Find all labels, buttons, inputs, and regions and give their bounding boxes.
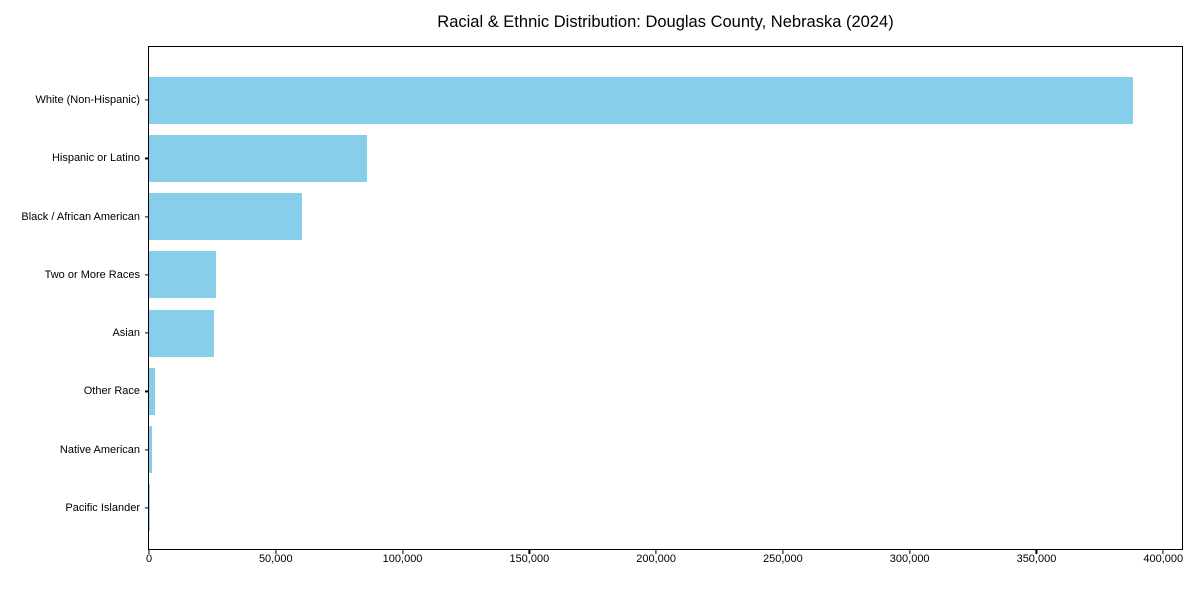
x-axis-tick: [655, 550, 657, 554]
x-tick-label-150-000: 150,000: [509, 553, 550, 565]
x-axis-tick: [528, 550, 530, 554]
bar-two-or-more-races: [149, 251, 217, 299]
bar-other-race: [149, 367, 156, 415]
x-axis-tick: [401, 550, 404, 554]
y-axis-tick: [145, 507, 149, 509]
chart-title: Racial & Ethnic Distribution: Douglas Co…: [437, 13, 894, 31]
x-tick-label-400-000: 400,000: [1143, 553, 1184, 565]
x-tick-label-350-000: 350,000: [1016, 553, 1057, 565]
y-axis-tick: [145, 332, 149, 334]
bar-row-pacific-islander: Pacific Islander: [65, 479, 1182, 537]
x-axis-tick: [782, 550, 784, 554]
x-axis-tick: [148, 550, 150, 554]
x-tick-label-250-000: 250,000: [763, 553, 803, 565]
y-axis-tick: [145, 157, 149, 159]
y-axis-label-other-race: Other Race: [83, 385, 140, 398]
y-axis-label-pacific-islander: Pacific Islander: [65, 501, 140, 514]
y-axis-label-asian: Asian: [112, 327, 140, 340]
bar-rows: White (Non-Hispanic) Hispanic or Latino Bl…: [21, 71, 1182, 537]
x-axis-tick: [1035, 550, 1038, 554]
y-axis-label-native-american: Native American: [59, 443, 140, 456]
bar-white-non-hispanic: [149, 76, 1133, 124]
x-tick-label-0: 0: [145, 553, 153, 565]
y-axis-label-two-or-more-races: Two or More Races: [44, 268, 140, 281]
y-axis-tick: [145, 390, 149, 392]
x-axis-tick: [275, 550, 277, 554]
bar-black-african-american: [149, 193, 303, 241]
y-axis-label-black-african-american: Black / African American: [21, 210, 140, 223]
bar-hispanic-or-latino: [149, 134, 368, 182]
x-axis-tick: [1162, 550, 1164, 554]
y-axis-tick: [145, 216, 149, 218]
bar-row-other-race: Other Race: [84, 362, 1182, 420]
bar-row-hispanic-or-latino: Hispanic or Latino: [52, 129, 1182, 187]
bar-pacific-islander: [149, 484, 150, 532]
bar-row-asian: Asian: [112, 304, 1182, 362]
plot-area: White (Non-Hispanic) Hispanic or Latino Bl…: [21, 46, 1183, 565]
bar-row-black-african-american: Black / African American: [21, 188, 1182, 246]
bar-row-two-or-more-races: Two or More Races: [45, 246, 1182, 304]
y-axis-tick: [145, 274, 149, 276]
x-axis-tick: [909, 550, 911, 554]
x-tick-label-200-000: 200,000: [636, 553, 676, 565]
x-tick-label-50-000: 50,000: [258, 553, 293, 565]
y-axis-label-hispanic-or-latino: Hispanic or Latino: [51, 152, 140, 165]
y-axis-tick: [145, 99, 149, 101]
bar-asian: [149, 309, 215, 357]
y-axis-label-white-non-hispanic: White (Non-Hispanic): [35, 94, 140, 107]
bar-row-native-american: Native American: [60, 421, 1182, 479]
bar-native-american: [149, 426, 152, 474]
x-tick-label-100-000: 100,000: [382, 553, 423, 565]
bar-row-white-non-hispanic: White (Non-Hispanic): [35, 71, 1182, 129]
x-tick-label-300-000: 300,000: [889, 553, 930, 565]
y-axis-tick: [145, 449, 149, 451]
